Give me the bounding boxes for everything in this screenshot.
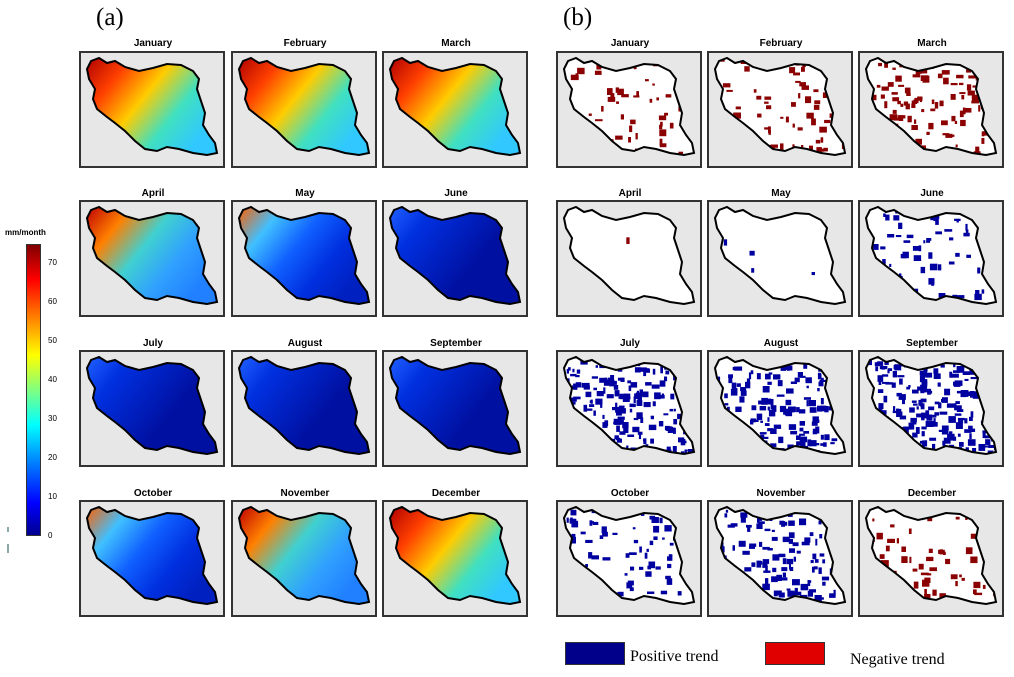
month-title: December: [431, 488, 481, 499]
trend-map-january: [556, 51, 702, 168]
trend-map-december: [858, 500, 1004, 617]
colorbar-unit-label: mm/month: [5, 228, 46, 237]
trend-map-july: [556, 350, 702, 467]
month-title: February: [283, 38, 327, 49]
month-title: July: [619, 338, 640, 349]
trend-map-october: [556, 500, 702, 617]
colorbar-tick-label: 0: [48, 531, 53, 540]
precipitation-map-july: [79, 350, 225, 467]
precipitation-map-june: [382, 200, 528, 317]
trend-map-august: [707, 350, 853, 467]
month-title: September: [906, 338, 958, 349]
legend-negative-label: Negative trend: [850, 651, 945, 668]
month-title: April: [141, 188, 165, 199]
colorbar-tick-label: 10: [48, 492, 57, 502]
precipitation-map-october: [79, 500, 225, 617]
precipitation-map-september: [382, 350, 528, 467]
legend-negative-swatch: [765, 642, 825, 665]
month-title: June: [920, 188, 944, 199]
precipitation-map-december: [382, 500, 528, 617]
month-title: January: [133, 38, 173, 49]
precipitation-map-may: [231, 200, 377, 317]
precipitation-map-april: [79, 200, 225, 317]
trend-map-april: [556, 200, 702, 317]
month-title: August: [763, 338, 799, 349]
colorbar-tick-label: 40: [48, 375, 57, 385]
month-title: March: [441, 38, 471, 49]
legend-positive-label: Positive trend: [630, 648, 719, 665]
month-title: July: [142, 338, 163, 349]
trend-map-may: [707, 200, 853, 317]
colorbar-tick-label: 50: [48, 336, 57, 346]
trend-map-february: [707, 51, 853, 168]
month-title: November: [756, 488, 806, 499]
colorbar-tick-label: 60: [48, 297, 57, 307]
side-mark: [7, 527, 9, 532]
side-mark: [7, 544, 9, 553]
month-title: June: [444, 188, 468, 199]
month-title: May: [295, 188, 315, 199]
trend-map-november: [707, 500, 853, 617]
precipitation-map-march: [382, 51, 528, 168]
month-title: March: [917, 38, 947, 49]
month-title: May: [771, 188, 791, 199]
month-title: December: [907, 488, 957, 499]
panel-b-label: (b): [563, 4, 593, 31]
colorbar-tick-label: 30: [48, 414, 57, 424]
precipitation-map-november: [231, 500, 377, 617]
panel-a-label: (a): [96, 4, 124, 31]
legend-positive-swatch: [565, 642, 625, 665]
month-title: February: [759, 38, 803, 49]
colorbar: [26, 244, 41, 536]
trend-map-june: [858, 200, 1004, 317]
precipitation-map-february: [231, 51, 377, 168]
colorbar-tick-label: 20: [48, 453, 57, 463]
month-title: November: [280, 488, 330, 499]
precipitation-map-august: [231, 350, 377, 467]
month-title: October: [610, 488, 650, 499]
month-title: October: [133, 488, 173, 499]
trend-map-march: [858, 51, 1004, 168]
trend-map-september: [858, 350, 1004, 467]
colorbar-tick-label: 70: [48, 258, 57, 268]
precipitation-map-january: [79, 51, 225, 168]
month-title: January: [610, 38, 650, 49]
month-title: April: [618, 188, 642, 199]
month-title: August: [287, 338, 323, 349]
month-title: September: [430, 338, 482, 349]
